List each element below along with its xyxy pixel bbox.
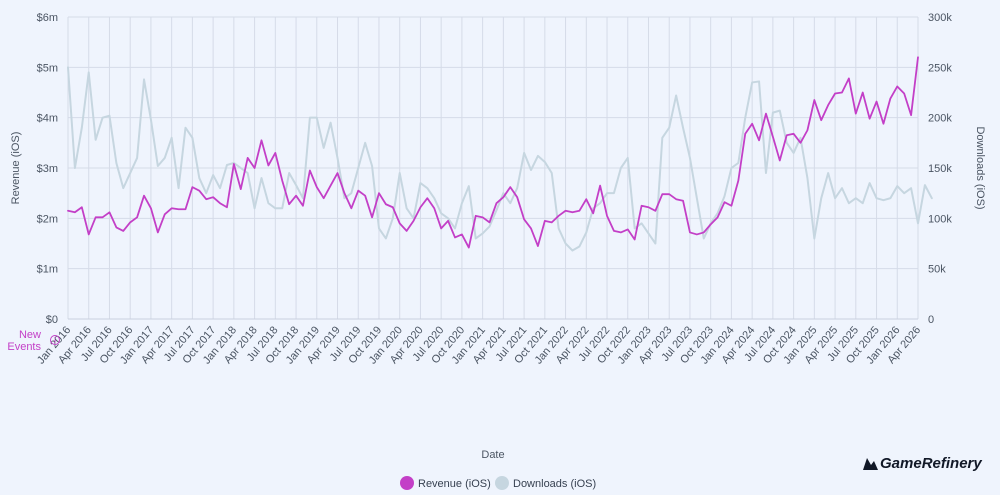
y-left-tick-label: $1m	[37, 264, 58, 276]
legend: Revenue (iOS) Downloads (iOS)	[400, 476, 596, 490]
grid	[67, 16, 919, 320]
series-layer	[67, 56, 933, 252]
brand: GameRefinery	[863, 455, 982, 472]
y-left-tick-label: $4m	[37, 113, 58, 125]
series-line-revenue[interactable]	[67, 56, 919, 249]
legend-item-revenue[interactable]: Revenue (iOS)	[400, 476, 491, 490]
y-axis-left-title: Revenue (iOS)	[10, 132, 22, 205]
y-left-tick-label: $5m	[37, 62, 58, 74]
y-right-tick-label: 150k	[928, 163, 952, 175]
events-label-line1: New	[19, 329, 41, 341]
y-left-tick-label: $0	[46, 314, 58, 326]
y-right-tick-label: 250k	[928, 62, 952, 74]
y-right-tick-label: 0	[928, 314, 934, 326]
y-right-tick-label: 300k	[928, 12, 952, 24]
y-right-tick-label: 100k	[928, 213, 952, 225]
events-label-line2: Events	[7, 341, 41, 353]
brand-name: GameRefinery	[880, 455, 982, 472]
game-refinery-logo	[863, 458, 878, 470]
y-right-tick-label: 200k	[928, 113, 952, 125]
y-left-tick-label: $3m	[37, 163, 58, 175]
legend-item-downloads[interactable]: Downloads (iOS)	[495, 476, 596, 490]
y-left-tick-label: $6m	[37, 12, 58, 24]
x-axis-title: Date	[481, 449, 504, 461]
y-left-tick-label: $2m	[37, 213, 58, 225]
info-icon[interactable]	[50, 335, 60, 345]
series-line-downloads[interactable]	[67, 66, 933, 252]
left-axis: $0 $1m $2m $3m $4m $5m $6m	[37, 12, 58, 326]
legend-label-revenue: Revenue (iOS)	[418, 478, 491, 490]
y-right-tick-label: 50k	[928, 264, 946, 276]
y-axis-right-title: Downloads (iOS)	[974, 126, 986, 209]
legend-label-downloads: Downloads (iOS)	[513, 478, 596, 490]
right-axis: 0 50k 100k 150k 200k 250k 300k	[928, 12, 952, 326]
